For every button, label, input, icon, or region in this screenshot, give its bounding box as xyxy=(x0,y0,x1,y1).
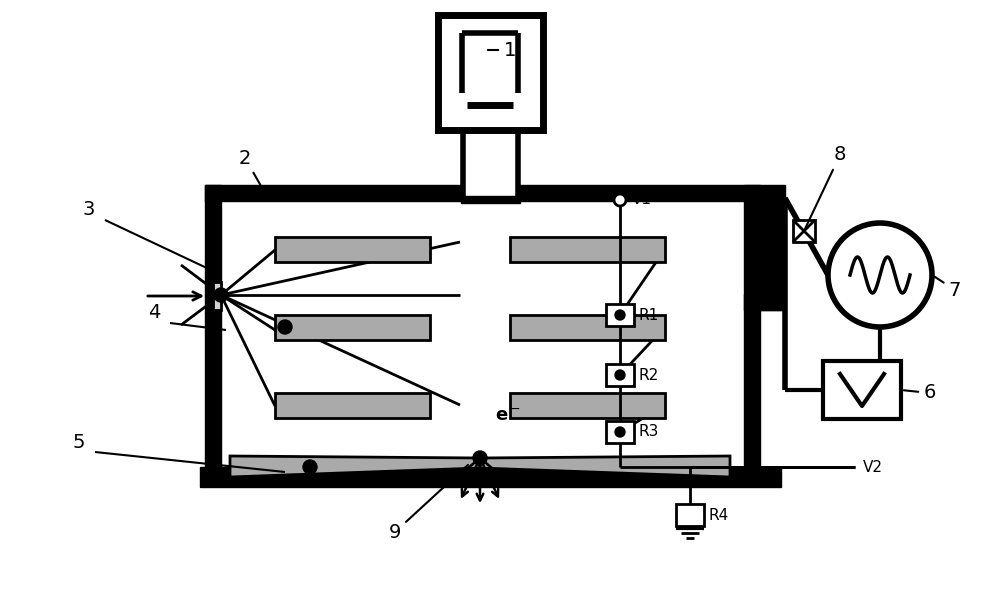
Bar xyxy=(823,361,901,419)
Circle shape xyxy=(278,320,292,334)
Circle shape xyxy=(614,194,626,206)
Text: 5: 5 xyxy=(72,433,84,452)
Text: V2: V2 xyxy=(863,460,883,474)
Bar xyxy=(200,467,781,487)
Bar xyxy=(744,310,760,475)
Bar xyxy=(510,315,665,340)
Bar xyxy=(606,364,634,386)
Bar xyxy=(275,237,430,262)
Text: 6: 6 xyxy=(904,384,936,402)
Text: R4: R4 xyxy=(708,508,728,523)
Circle shape xyxy=(473,451,487,465)
Bar xyxy=(606,421,634,443)
Bar xyxy=(275,315,430,340)
Circle shape xyxy=(303,460,317,474)
Bar xyxy=(676,504,704,526)
Polygon shape xyxy=(480,456,730,477)
Circle shape xyxy=(214,288,228,302)
Text: 8: 8 xyxy=(805,145,846,229)
Text: 1: 1 xyxy=(488,41,516,59)
Circle shape xyxy=(615,427,625,437)
Bar xyxy=(744,185,760,310)
Text: 2: 2 xyxy=(239,148,264,191)
Circle shape xyxy=(615,310,625,320)
Bar xyxy=(205,185,221,475)
Bar xyxy=(461,196,520,203)
Bar xyxy=(744,294,785,310)
Bar xyxy=(606,304,634,326)
Bar xyxy=(275,393,430,418)
Text: R1: R1 xyxy=(638,307,658,322)
Text: 7: 7 xyxy=(934,276,961,299)
Circle shape xyxy=(828,223,932,327)
Text: 9: 9 xyxy=(389,465,468,541)
Text: 3: 3 xyxy=(82,200,94,219)
Text: 4: 4 xyxy=(148,303,160,322)
Bar xyxy=(793,220,815,242)
Text: V1: V1 xyxy=(632,192,652,208)
Bar xyxy=(510,393,665,418)
Text: R3: R3 xyxy=(638,425,658,439)
Bar xyxy=(213,282,221,310)
Text: R2: R2 xyxy=(638,367,658,382)
Polygon shape xyxy=(230,456,480,477)
Bar xyxy=(463,130,518,201)
Bar xyxy=(205,185,760,201)
Bar xyxy=(510,237,665,262)
Circle shape xyxy=(615,370,625,380)
Bar xyxy=(438,15,543,130)
Text: e$^-$: e$^-$ xyxy=(495,407,521,425)
Bar xyxy=(760,185,785,310)
